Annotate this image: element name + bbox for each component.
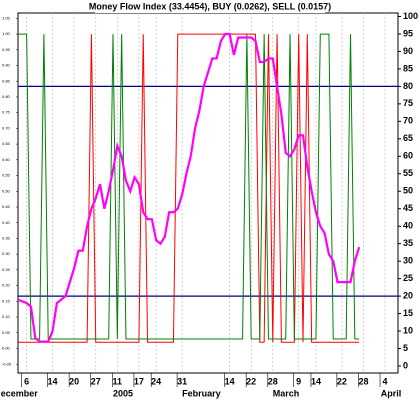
month-label: 2005 [113, 388, 133, 398]
y-tick-label: 25 [403, 273, 413, 283]
x-tick-label: 31 [177, 376, 187, 386]
y-tick-label: 75 [403, 98, 413, 108]
month-label: February [182, 388, 221, 398]
y-tick-label: 95 [403, 28, 413, 38]
series-line [18, 33, 360, 340]
marks [17, 32, 361, 343]
y-tick-label: 30 [403, 256, 413, 266]
y-tick-label: 0 [403, 360, 408, 370]
y-tick-label: 10 [403, 325, 413, 335]
y-tick-label: 15 [403, 308, 413, 318]
y2-tick-label: 0.85 [2, 78, 11, 83]
x-tick-label: 4 [383, 376, 388, 386]
x-tick-label: 28 [358, 376, 368, 386]
x-tick-label: 20 [69, 376, 79, 386]
x-tick-label: 11 [113, 376, 123, 386]
y-tick-label: 55 [403, 168, 413, 178]
y-tick-label: 5 [403, 343, 408, 353]
x-tick-label: 9 [296, 376, 301, 386]
y2-tick-label: 1.05 [2, 15, 11, 20]
y-tick-label: 35 [403, 238, 413, 248]
x-tick-label: 14 [48, 376, 58, 386]
y2-tick-label: 0.90 [2, 63, 11, 68]
y2-tick-label: 0.65 [2, 141, 11, 146]
y2-tick-label: 0.15 [2, 298, 11, 303]
x-tick-label: 6 [24, 376, 29, 386]
y2-tick-label: 0.30 [2, 251, 11, 256]
x-tick-label: 24 [151, 376, 161, 386]
y-tick-label: 50 [403, 186, 413, 196]
y-tick-label: 60 [403, 151, 413, 161]
y-tick-label: 85 [403, 63, 413, 73]
y2-tick-label: 0.20 [2, 283, 11, 288]
month-label: April [381, 388, 402, 398]
x-tick-label: 14 [225, 376, 235, 386]
y2-tick-label: 0.80 [2, 94, 11, 99]
y2-tick-label: 0.55 [2, 173, 11, 178]
y2-tick-label: 0.35 [2, 235, 11, 240]
chart-title: Money Flow Index (33.4454), BUY (0.0262)… [89, 1, 331, 11]
y-tick-label: 65 [403, 133, 413, 143]
y2-tick-label: 0.40 [2, 220, 11, 225]
y2-tick-label: 0.70 [2, 125, 11, 130]
plot-area [17, 12, 399, 374]
y-tick-label: 40 [403, 221, 413, 231]
month-label: March [273, 388, 300, 398]
y2-tick-label: 0.45 [2, 204, 11, 209]
x-tick-label: 27 [91, 376, 101, 386]
grid [16, 13, 401, 387]
y2-tick-label: -0.05 [2, 361, 12, 366]
y2-tick-label: 0.05 [2, 330, 11, 335]
y-tick-label: 20 [403, 290, 413, 300]
y2-tick-label: 0.25 [2, 267, 11, 272]
y-tick-label: 90 [403, 46, 413, 56]
y-tick-label: 45 [403, 203, 413, 213]
y2-tick-label: 0.00 [2, 346, 11, 351]
y2-tick-label: 1.00 [2, 31, 11, 36]
y-tick-label: 100 [403, 11, 418, 21]
series-line [18, 33, 360, 343]
y2-tick-label: 0.50 [2, 188, 11, 193]
y2-tick-label: 0.75 [2, 110, 11, 115]
y-tick-label: 70 [403, 116, 413, 126]
x-tick-label: 28 [268, 376, 278, 386]
x-tick-label: 22 [337, 376, 347, 386]
y2-tick-label: 0.95 [2, 47, 11, 52]
series-line [17, 32, 361, 343]
x-tick-label: 22 [246, 376, 256, 386]
title-bg [95, 1, 325, 13]
y-tick-label: 80 [403, 81, 413, 91]
y2-tick-label: 0.60 [2, 157, 11, 162]
x-tick-label: 14 [311, 376, 321, 386]
month-label: ecember [1, 388, 39, 398]
y2-tick-label: 0.10 [2, 314, 11, 319]
x-tick-label: 17 [134, 376, 144, 386]
